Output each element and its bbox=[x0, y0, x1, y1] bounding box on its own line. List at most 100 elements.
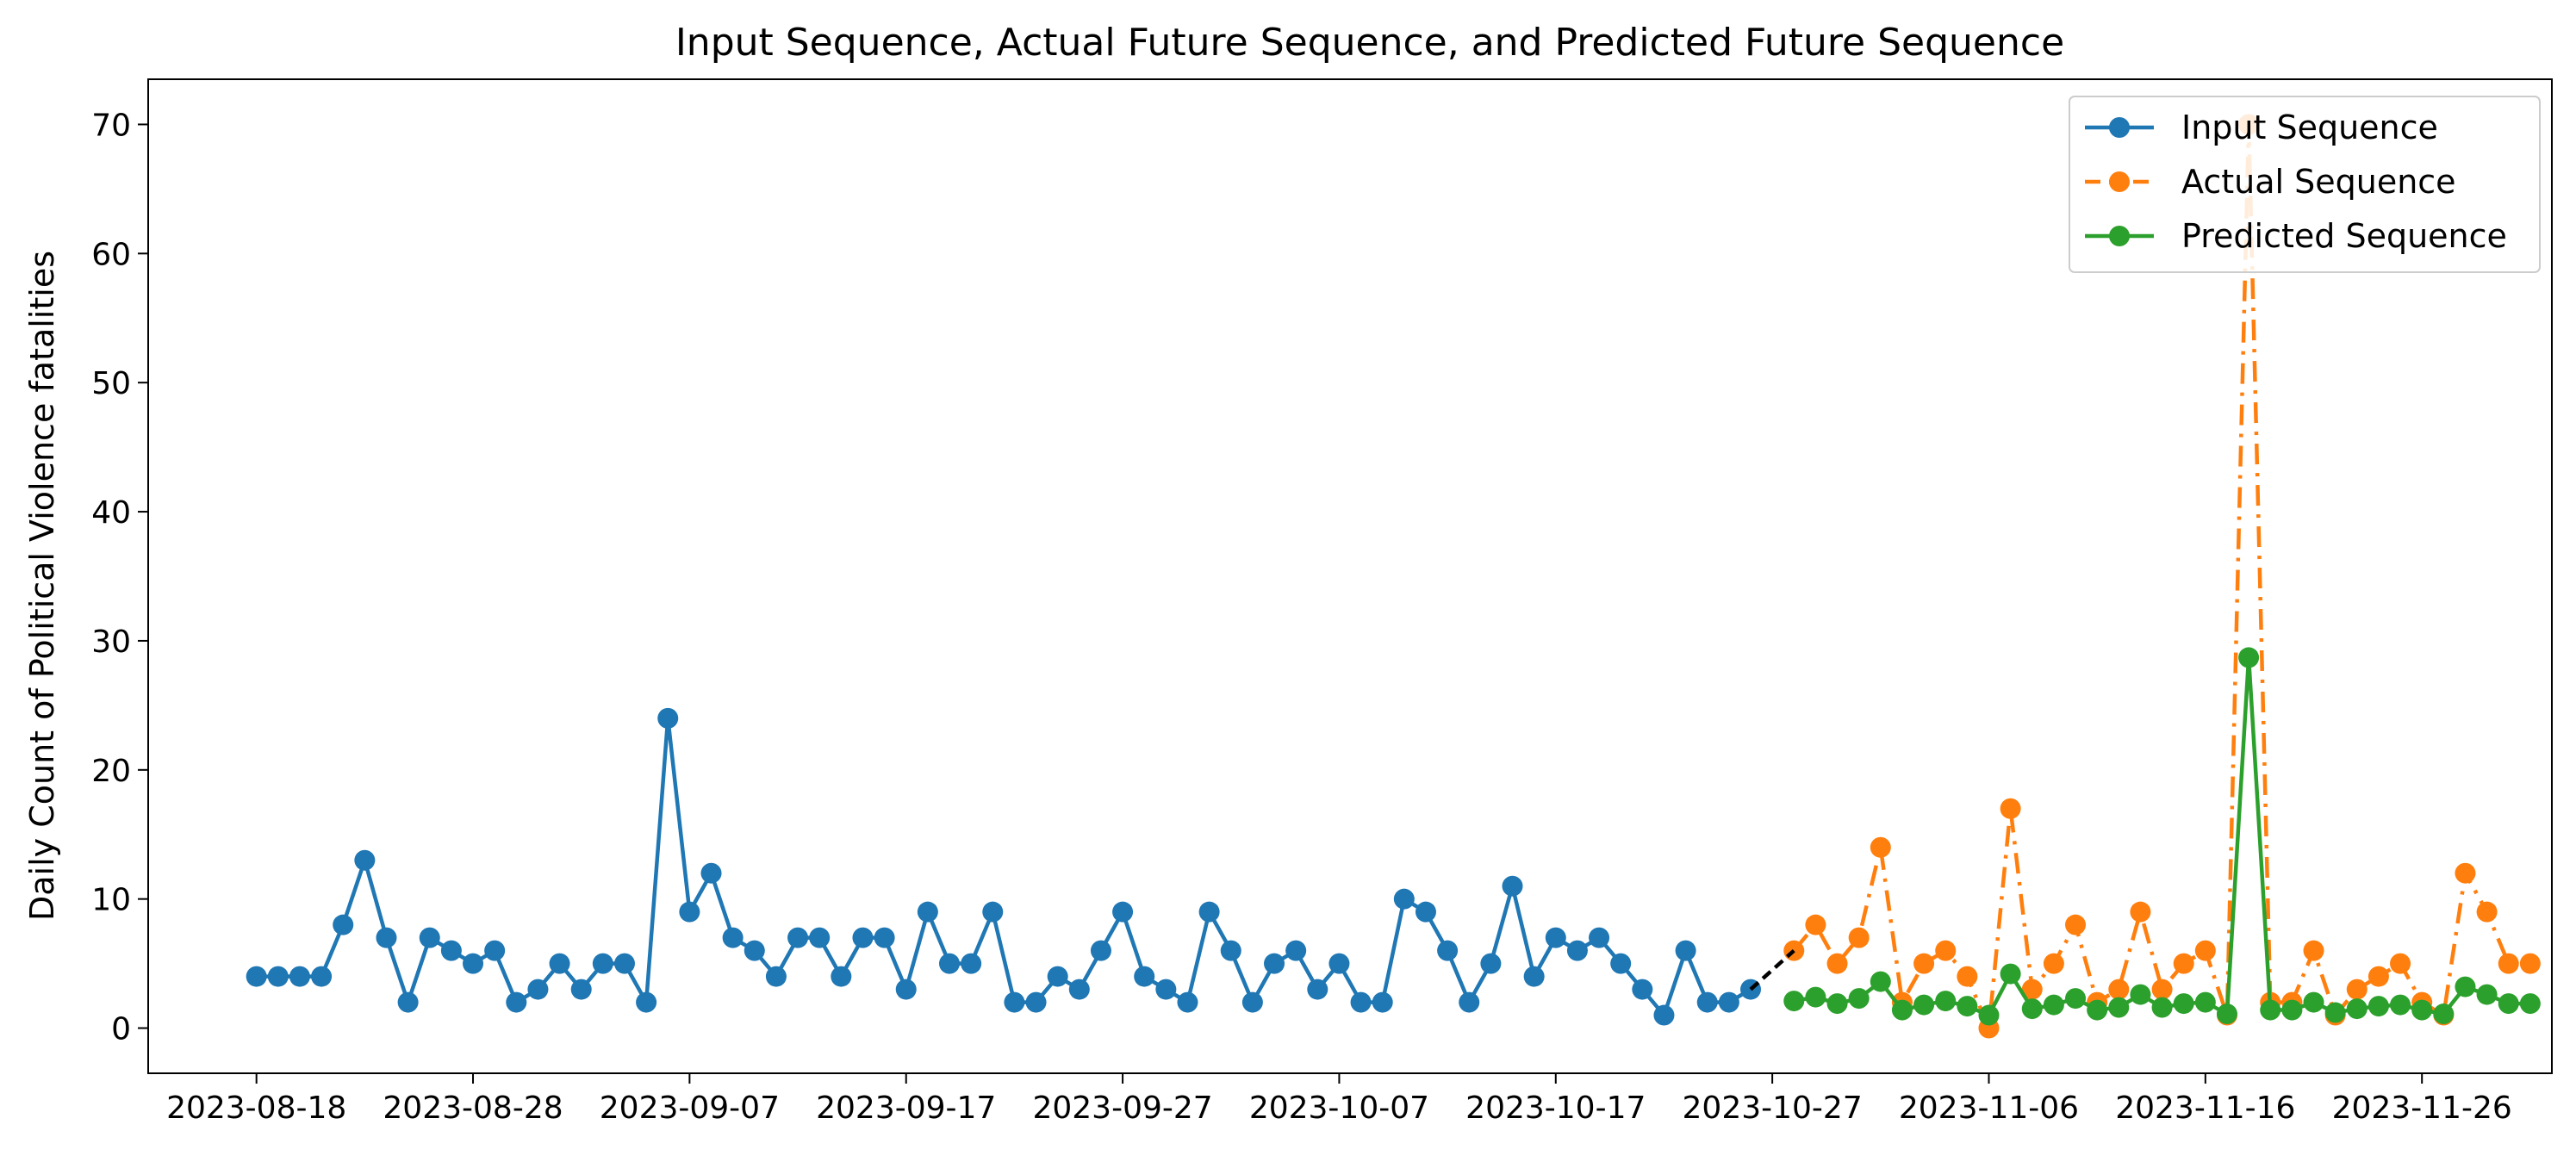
data-point bbox=[2368, 996, 2389, 1017]
data-point bbox=[1848, 927, 1870, 948]
data-point bbox=[506, 991, 527, 1013]
data-point bbox=[765, 966, 787, 987]
data-point bbox=[1957, 966, 1978, 987]
data-point bbox=[1328, 953, 1350, 974]
data-point bbox=[2108, 997, 2130, 1018]
data-point bbox=[613, 953, 635, 974]
plot-area: 0 10 20 30 40 50 60 70 2023-08-18 2023-08-28 2023-… bbox=[91, 78, 2553, 1126]
data-point bbox=[961, 953, 982, 974]
y-tick-label: 30 bbox=[91, 624, 131, 660]
data-point bbox=[1675, 940, 1696, 961]
data-point bbox=[1372, 991, 1393, 1013]
data-point bbox=[2476, 984, 2498, 1005]
data-point bbox=[2065, 914, 2087, 935]
data-point bbox=[2194, 991, 2216, 1013]
data-point bbox=[679, 901, 700, 923]
y-tick-label: 50 bbox=[91, 366, 131, 401]
data-point bbox=[2455, 976, 2476, 997]
data-point bbox=[700, 862, 722, 884]
x-tick-label: 2023-11-16 bbox=[2115, 1091, 2295, 1126]
data-point bbox=[1459, 991, 1480, 1013]
data-point bbox=[2130, 984, 2151, 1005]
data-point bbox=[592, 953, 613, 974]
data-point bbox=[895, 979, 917, 1000]
data-point bbox=[1502, 875, 1523, 897]
y-tick-label: 20 bbox=[91, 754, 131, 789]
data-point bbox=[1957, 996, 1978, 1017]
chart-title: Input Sequence, Actual Future Sequence, … bbox=[675, 21, 2064, 65]
data-point bbox=[1241, 991, 1263, 1013]
data-point bbox=[2108, 979, 2130, 1000]
data-point bbox=[2390, 994, 2411, 1016]
data-point bbox=[657, 707, 679, 729]
data-point bbox=[246, 966, 267, 987]
data-point bbox=[852, 927, 874, 948]
series-line bbox=[1792, 122, 2530, 1030]
data-point bbox=[333, 914, 354, 935]
series-predicted-sequence bbox=[1783, 647, 2541, 1026]
y-tick-label: 0 bbox=[111, 1012, 131, 1047]
data-point bbox=[982, 901, 1004, 923]
legend-box bbox=[2069, 96, 2541, 273]
data-point bbox=[939, 953, 960, 974]
data-point bbox=[1653, 1004, 1675, 1026]
data-point bbox=[2238, 647, 2260, 668]
y-tick-label: 70 bbox=[91, 108, 131, 143]
x-tick-label: 2023-11-26 bbox=[2332, 1091, 2512, 1126]
data-point bbox=[570, 979, 592, 1000]
legend-label: Input Sequence bbox=[2181, 109, 2438, 146]
data-point bbox=[722, 927, 744, 948]
data-point bbox=[1805, 914, 1826, 935]
data-point bbox=[1523, 966, 1545, 987]
legend-marker bbox=[2109, 226, 2130, 246]
data-point bbox=[2173, 953, 2194, 974]
data-point bbox=[1004, 991, 1025, 1013]
data-point bbox=[2151, 979, 2173, 1000]
data-point bbox=[1696, 991, 1718, 1013]
data-point bbox=[2065, 988, 2087, 1010]
data-point bbox=[1935, 991, 1957, 1012]
sequence-connector bbox=[1749, 948, 1795, 991]
data-point bbox=[1545, 927, 1566, 948]
data-point bbox=[2043, 953, 2064, 974]
data-point bbox=[1350, 991, 1372, 1013]
data-point bbox=[267, 966, 289, 987]
data-point bbox=[549, 953, 570, 974]
data-point bbox=[1826, 993, 1848, 1015]
data-point bbox=[2476, 901, 2498, 923]
data-point bbox=[1913, 994, 1935, 1016]
data-point bbox=[2021, 979, 2043, 1000]
data-point bbox=[1913, 953, 1935, 974]
data-point bbox=[1264, 953, 1285, 974]
data-point bbox=[1090, 940, 1111, 961]
data-point bbox=[2433, 1004, 2455, 1025]
data-point bbox=[1285, 940, 1307, 961]
data-point bbox=[1935, 940, 1957, 961]
data-point bbox=[289, 966, 310, 987]
data-point bbox=[1393, 888, 1415, 910]
data-point bbox=[2411, 999, 2433, 1021]
data-point bbox=[1783, 991, 1805, 1012]
data-point bbox=[917, 901, 938, 923]
data-point bbox=[2021, 998, 2043, 1020]
data-point bbox=[636, 991, 657, 1013]
data-point bbox=[2151, 997, 2173, 1018]
data-point bbox=[787, 927, 809, 948]
data-point bbox=[354, 849, 376, 871]
data-point bbox=[2303, 940, 2324, 961]
data-point bbox=[440, 940, 462, 961]
data-point bbox=[2519, 993, 2541, 1015]
data-point bbox=[874, 927, 895, 948]
data-point bbox=[1307, 979, 1328, 1000]
data-point bbox=[2000, 798, 2021, 819]
y-tick-label: 10 bbox=[91, 883, 131, 918]
legend-item: Predicted Sequence bbox=[2085, 217, 2507, 255]
legend-marker bbox=[2109, 117, 2130, 138]
x-tick-label: 2023-10-07 bbox=[1249, 1091, 1429, 1126]
data-point bbox=[2130, 901, 2151, 923]
legend-item: Input Sequence bbox=[2085, 109, 2438, 146]
y-tick-label: 60 bbox=[91, 237, 131, 272]
data-point bbox=[1718, 991, 1739, 1013]
data-point bbox=[1068, 979, 1090, 1000]
